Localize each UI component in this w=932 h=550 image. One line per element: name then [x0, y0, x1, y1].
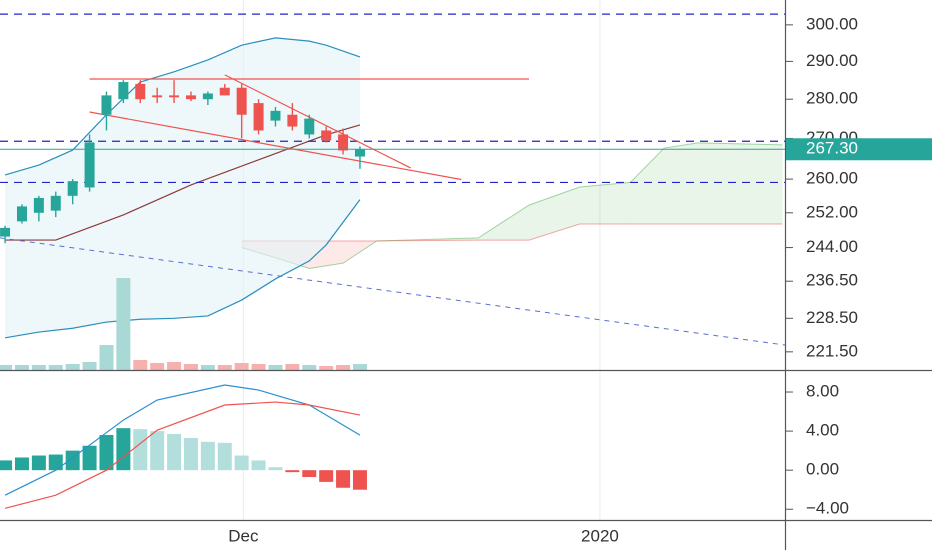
histogram-bar [48, 454, 63, 471]
cloud-segment [630, 148, 665, 224]
candle-body [101, 95, 112, 115]
candle-body [236, 87, 247, 115]
histogram-bar [14, 457, 29, 471]
histogram-bar [150, 431, 165, 471]
volume-bar [302, 365, 317, 370]
histogram-bar [336, 470, 351, 488]
y-tick-label: 0.00 [806, 460, 839, 479]
y-tick-label: 280.00 [806, 89, 858, 108]
histogram-bar [0, 460, 13, 471]
histogram-bar [116, 428, 131, 471]
cloud-segment [528, 187, 580, 241]
histogram-bar [99, 435, 114, 471]
trend-line [89, 111, 462, 181]
y-tick-label: 260.00 [806, 169, 858, 188]
candle-body [354, 149, 365, 157]
cloud-segment [579, 182, 631, 224]
histogram-bar [251, 460, 266, 471]
candle-body [185, 95, 196, 100]
y-tick-label: 228.50 [806, 308, 858, 327]
histogram-bar [285, 470, 300, 473]
candle-body [135, 83, 146, 100]
last-price-label: 267.30 [806, 139, 858, 158]
histogram-bar [82, 445, 97, 471]
candle-body [253, 103, 264, 131]
histogram-bar [352, 470, 367, 490]
last-price-box [786, 138, 932, 161]
histogram-bar [183, 437, 198, 471]
candle-body [202, 93, 213, 100]
candle-body [169, 95, 180, 98]
trend-line [224, 74, 411, 169]
cloud-segment [664, 142, 698, 224]
candle-body [338, 134, 349, 151]
histogram-bar [31, 455, 46, 471]
volume-bar [268, 365, 283, 370]
candle-body [33, 197, 44, 213]
y-tick-label: 244.00 [806, 237, 858, 256]
candle-body [270, 110, 281, 121]
candle-body [287, 114, 298, 127]
volume-bar [133, 360, 148, 370]
volume-bar [48, 365, 63, 370]
volume-bar [285, 364, 300, 370]
cloud-line [241, 142, 783, 270]
histogram-bar [319, 470, 334, 482]
macd-line [4, 401, 361, 509]
y-tick-label: 8.00 [806, 382, 839, 401]
candle-body [67, 181, 78, 196]
candle-body [50, 195, 61, 211]
volume-bar [352, 364, 367, 370]
volume-bar [0, 365, 13, 370]
histogram-bar [268, 467, 283, 471]
trend-line [0, 237, 786, 346]
band-line [4, 199, 361, 339]
volume-bar [234, 363, 249, 370]
volume-bar [65, 364, 80, 370]
x-tick-label: 2020 [581, 526, 619, 545]
y-tick-label: 221.50 [806, 341, 858, 360]
volume-bar [336, 365, 351, 370]
y-tick-label: 4.00 [806, 421, 839, 440]
candle-body [152, 95, 163, 98]
candle-body [84, 142, 95, 188]
histogram-bar [217, 442, 232, 471]
volume-bar [99, 345, 114, 370]
volume-bar [217, 365, 232, 370]
candle-body [304, 118, 315, 135]
volume-bar [251, 364, 266, 370]
plot-layer [0, 0, 786, 520]
volume-bar [319, 366, 334, 370]
candle-body [16, 206, 27, 222]
histogram-bar [167, 434, 182, 471]
volume-bar [200, 365, 215, 370]
candle-body [219, 87, 230, 96]
candle-body [321, 130, 332, 141]
volume-bar [183, 364, 198, 370]
histogram-bar [200, 441, 215, 471]
candle-body [0, 227, 11, 237]
candle-body [118, 82, 129, 100]
y-tick-label: 252.00 [806, 202, 858, 221]
volume-bar [116, 278, 131, 370]
volume-bar [150, 363, 165, 370]
volume-bar [31, 365, 46, 370]
histogram-bar [234, 455, 249, 471]
macd-line [4, 384, 361, 496]
band-line [4, 37, 361, 176]
histogram-bar [302, 470, 317, 478]
volume-bar [82, 362, 97, 370]
volume-bar [167, 362, 182, 370]
cloud-segment [697, 142, 783, 224]
volume-bar [14, 365, 29, 370]
x-tick-label: Dec [228, 526, 259, 545]
histogram-bar [133, 429, 148, 471]
y-tick-label: −4.00 [806, 499, 849, 518]
y-tick-label: 300.00 [806, 14, 858, 33]
y-tick-label: 236.50 [806, 271, 858, 290]
y-tick-label: 290.00 [806, 51, 858, 70]
